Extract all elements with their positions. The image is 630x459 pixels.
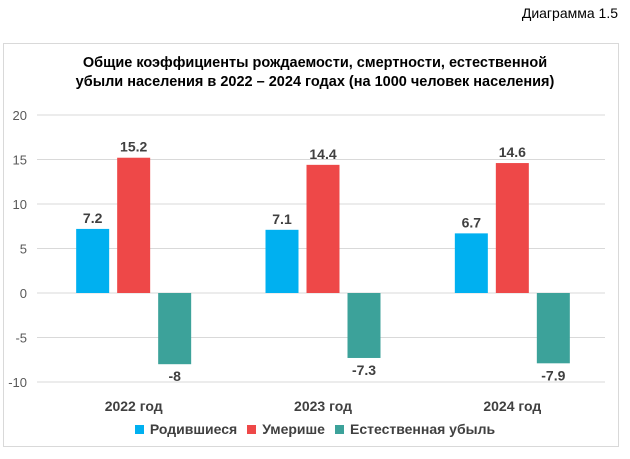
data-label: 7.2 — [83, 210, 103, 226]
legend: Родившиеся Умерише Естественная убыль — [0, 421, 630, 437]
x-tick-label: 2024 год — [483, 398, 541, 414]
data-label: -7.9 — [541, 367, 565, 383]
bar — [117, 157, 151, 293]
legend-item: Родившиеся — [134, 421, 238, 437]
title-line-2: убыли населения в 2022 – 2024 годах (на … — [75, 74, 555, 90]
legend-item: Умерише — [247, 421, 325, 437]
data-label: 14.6 — [499, 144, 526, 160]
data-label: 15.2 — [120, 139, 147, 155]
data-label: -7.3 — [352, 362, 376, 378]
y-tick-label: -10 — [8, 375, 27, 390]
y-tick-label: 0 — [20, 286, 27, 301]
data-label: 7.1 — [272, 211, 292, 227]
bar — [454, 233, 488, 293]
legend-swatch — [247, 425, 257, 434]
bar — [76, 228, 110, 293]
diagram-caption: Диаграмма 1.5 — [521, 5, 618, 21]
y-tick-label: 20 — [13, 108, 27, 123]
x-tick-label: 2023 год — [294, 398, 352, 414]
data-label: 14.4 — [309, 146, 336, 162]
legend-swatch — [334, 425, 344, 434]
bar — [158, 293, 192, 365]
legend-label: Умерише — [262, 421, 325, 437]
legend-item: Естественная убыль — [334, 421, 496, 437]
legend-swatch — [134, 425, 144, 434]
chart-title: Общие коэффициенты рождаемости, смертнос… — [0, 54, 630, 92]
y-tick-label: -5 — [15, 331, 27, 346]
y-tick-label: 10 — [13, 197, 27, 212]
legend-label: Естественная убыль — [349, 421, 496, 437]
bar — [536, 293, 570, 364]
title-line-1: Общие коэффициенты рождаемости, смертнос… — [82, 55, 548, 71]
bar — [495, 163, 529, 293]
data-label: -8 — [168, 368, 181, 384]
y-tick-label: 15 — [13, 153, 27, 168]
y-tick-label: 5 — [20, 242, 27, 257]
legend-label: Родившиеся — [149, 421, 238, 437]
bar — [306, 164, 340, 293]
bar — [265, 229, 299, 293]
x-tick-label: 2022 год — [105, 398, 163, 414]
bar — [347, 293, 381, 358]
data-label: 6.7 — [462, 214, 482, 230]
chart-frame — [3, 43, 619, 447]
